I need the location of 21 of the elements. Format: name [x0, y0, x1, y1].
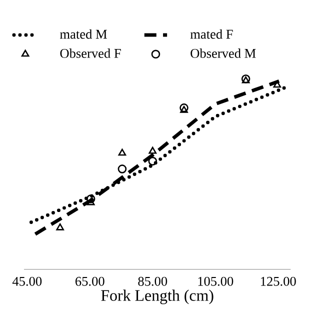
legend-label: mated M: [60, 29, 107, 39]
point: [118, 148, 126, 156]
x-tick-label: 65.00: [76, 276, 104, 286]
point: [86, 194, 96, 204]
point: [241, 74, 250, 84]
point: [148, 156, 158, 166]
point: [242, 76, 250, 84]
legend-label: mated F: [190, 29, 233, 39]
x-tick-label: 45.00: [12, 276, 42, 286]
x-axis-title: Fork Length (cm): [101, 290, 214, 304]
point: [56, 223, 64, 230]
legend-label: Observed M: [190, 48, 256, 58]
point: [86, 198, 95, 206]
x-tick-label: 105.00: [198, 276, 234, 286]
x-tick-label: 125.00: [261, 276, 296, 286]
point: [180, 106, 188, 113]
x-tick-label: 85.00: [138, 276, 168, 286]
legend-label: Observed F: [60, 48, 121, 58]
point: [118, 164, 127, 174]
point: [180, 103, 188, 112]
point: [148, 146, 157, 154]
